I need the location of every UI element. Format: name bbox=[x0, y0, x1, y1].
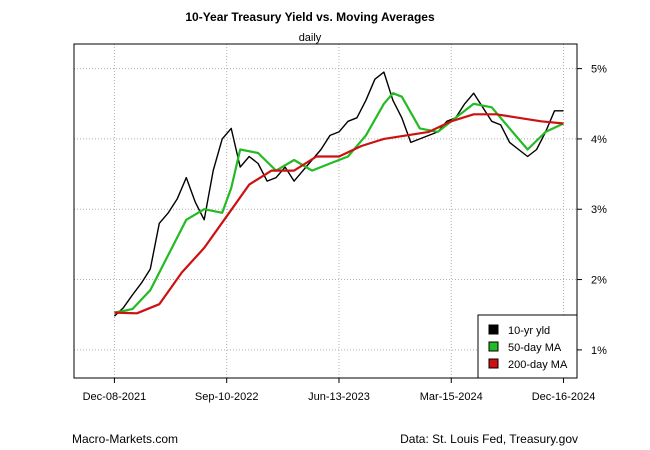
y-tick-label: 2% bbox=[591, 275, 607, 287]
x-axis: Dec-08-2021 Sep-10-2022 Jun-13-2023 Mar-15-… bbox=[83, 378, 596, 403]
y-axis: 1% 2% 3% 4% 5% bbox=[577, 64, 607, 357]
x-tick-label: Mar-15-2024 bbox=[420, 391, 483, 403]
y-tick-label: 4% bbox=[591, 134, 607, 146]
y-tick-label: 3% bbox=[591, 204, 607, 216]
footer-source-left: Macro-Markets.com bbox=[72, 432, 178, 446]
footer-source-right: Data: St. Louis Fed, Treasury.gov bbox=[400, 432, 578, 446]
legend-swatch-ma200 bbox=[488, 358, 499, 369]
chart-title: 10-Year Treasury Yield vs. Moving Averag… bbox=[185, 10, 435, 24]
legend-swatch-ma50 bbox=[488, 341, 499, 352]
plot-frame bbox=[73, 43, 578, 379]
x-tick-label: Sep-10-2022 bbox=[195, 391, 259, 403]
series-line-ma50 bbox=[114, 92, 564, 314]
x-tick-label: Dec-08-2021 bbox=[83, 391, 147, 403]
legend-label-ma200: 200-day MA bbox=[508, 359, 568, 371]
legend-label-yield: 10-yr yld bbox=[508, 325, 550, 337]
series-line-10yr bbox=[113, 71, 564, 317]
x-tick-label: Jun-13-2023 bbox=[308, 391, 370, 403]
chart-subtitle: daily bbox=[299, 32, 322, 44]
y-tick-label: 1% bbox=[591, 345, 607, 357]
series-line-ma200 bbox=[114, 113, 564, 315]
legend-swatch-yield bbox=[488, 324, 499, 335]
y-tick-label: 5% bbox=[591, 64, 607, 76]
legend-label-ma50: 50-day MA bbox=[508, 342, 562, 354]
legend: 10-yr yld 50-day MA 200-day MA bbox=[477, 314, 578, 379]
x-tick-label: Dec-16-2024 bbox=[532, 391, 596, 403]
series-layer bbox=[113, 71, 564, 317]
